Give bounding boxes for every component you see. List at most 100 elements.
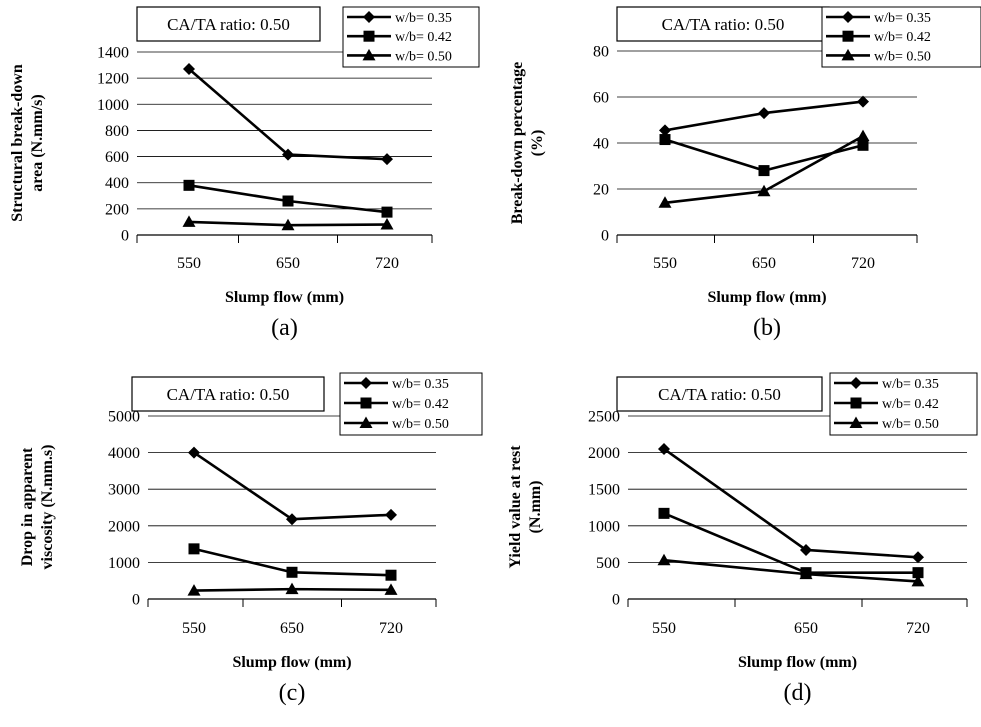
legend-label-1: w/b= 0.42 (882, 397, 939, 412)
x-tick-label: 550 (653, 255, 677, 272)
legend-marker-2 (849, 416, 863, 428)
annotation-text: CA/TA ratio: 0.50 (167, 15, 290, 34)
data-point-0-0 (659, 124, 671, 137)
annotation-text: CA/TA ratio: 0.50 (662, 15, 785, 34)
legend-label-1: w/b= 0.42 (874, 30, 931, 45)
data-point-2-2 (380, 218, 394, 230)
legend-marker-1 (842, 30, 854, 42)
y-tick-label: 5000 (108, 409, 140, 426)
y-tick-label: 0 (121, 228, 129, 245)
data-point-0-1 (282, 148, 294, 161)
legend-label-2: w/b= 0.50 (395, 49, 452, 64)
y-tick-label: 800 (105, 123, 129, 140)
legend-marker-1 (363, 30, 375, 42)
panel-label: (b) (753, 315, 781, 341)
y-axis-label-line: (%) (529, 130, 546, 157)
data-point-2-2 (856, 129, 870, 142)
legend-label-2: w/b= 0.50 (874, 49, 931, 64)
y-axis-label: Drop in apparent viscosity (N.mm.s) (19, 445, 56, 570)
data-point-0-2 (857, 95, 869, 108)
data-point-1-2 (912, 567, 924, 579)
y-tick-label: 2500 (588, 409, 620, 426)
y-tick-label: 1000 (97, 97, 129, 114)
x-tick-label: 720 (379, 620, 403, 637)
series-line-0 (188, 68, 388, 161)
y-tick-label: 60 (593, 90, 609, 107)
data-point-1-0 (658, 507, 670, 519)
x-axis-label: Slump flow (mm) (225, 289, 344, 306)
y-axis-label-line: Structural break-down (9, 64, 26, 222)
panel-c: 0 1000 2000 3000 4000 5000 550 650 720 Slump flow… (19, 372, 483, 706)
legend-label-0: w/b= 0.35 (392, 377, 449, 392)
y-tick-label: 1000 (588, 518, 620, 535)
panel-label: (a) (271, 315, 298, 341)
data-point-1-1 (286, 566, 298, 578)
legend: w/b= 0.35 w/b= 0.42 w/b= 0.50 (339, 372, 483, 436)
legend-label-1: w/b= 0.42 (392, 397, 449, 412)
x-axis-label: Slump flow (mm) (232, 654, 351, 671)
x-tick-label: 650 (752, 255, 776, 272)
y-axis-label-line: viscosity (N.mm.s) (39, 445, 56, 570)
series-line-2 (663, 558, 919, 583)
data-point-2-1 (757, 184, 771, 197)
data-point-0-0 (183, 62, 195, 75)
y-axis-label: Yield value at rest (N.mm) (507, 445, 544, 569)
annotation-text: CA/TA ratio: 0.50 (167, 385, 290, 404)
y-tick-label: 0 (612, 592, 620, 609)
legend: w/b= 0.35 w/b= 0.42 w/b= 0.50 (829, 372, 978, 436)
legend: w/b= 0.35 w/b= 0.42 w/b= 0.50 (342, 6, 480, 68)
y-tick-label: 1200 (97, 71, 129, 88)
data-point-0-0 (188, 446, 200, 459)
legend-label-0: w/b= 0.35 (882, 377, 939, 392)
data-point-0-2 (912, 551, 924, 564)
data-point-1-2 (385, 569, 397, 581)
y-tick-label: 400 (105, 175, 129, 192)
data-point-2-0 (657, 553, 671, 566)
data-point-0-1 (800, 543, 812, 556)
legend-marker-0 (850, 377, 862, 389)
y-axis-label-line: (N.mm) (527, 481, 544, 534)
x-tick-label: 650 (794, 620, 818, 637)
data-point-0-1 (758, 107, 770, 120)
series-line-0 (193, 451, 392, 521)
y-tick-label: 0 (601, 228, 609, 245)
x-tick-label: 720 (906, 620, 930, 637)
annotation-text: CA/TA ratio: 0.50 (658, 385, 781, 404)
data-point-0-0 (658, 442, 670, 455)
legend-marker-2 (359, 416, 373, 428)
legend: w/b= 0.35 w/b= 0.42 w/b= 0.50 (821, 6, 981, 68)
legend-marker-2 (841, 48, 855, 61)
y-tick-label: 600 (105, 149, 129, 166)
data-point-0-2 (385, 508, 397, 521)
data-point-2-2 (384, 583, 398, 595)
data-point-2-0 (182, 215, 196, 227)
legend-label-2: w/b= 0.50 (392, 417, 449, 432)
y-tick-label: 2000 (108, 518, 140, 535)
x-tick-label: 720 (375, 255, 399, 272)
y-tick-label: 500 (596, 555, 620, 572)
panel-b: 0 20 40 60 80 550 650 720 Slump flow (mm) Break-d… (509, 6, 981, 341)
x-tick-label: 650 (276, 255, 300, 272)
data-point-2-1 (285, 582, 299, 595)
data-point-1-1 (758, 165, 770, 177)
annotation-box (616, 6, 830, 42)
data-point-2-0 (187, 584, 201, 596)
legend-label-0: w/b= 0.35 (874, 11, 931, 26)
legend-label-2: w/b= 0.50 (882, 417, 939, 432)
x-axis-label: Slump flow (mm) (707, 289, 826, 306)
x-axis-label: Slump flow (mm) (738, 654, 857, 671)
series-line-0 (663, 447, 919, 559)
data-point-1-2 (381, 206, 393, 218)
x-tick-label: 550 (652, 620, 676, 637)
data-point-1-0 (183, 179, 195, 191)
y-tick-label: 3000 (108, 482, 140, 499)
x-tick-label: 550 (182, 620, 206, 637)
data-point-2-2 (911, 574, 925, 587)
y-axis-label-line: Yield value at rest (507, 445, 524, 569)
data-point-2-1 (281, 218, 295, 231)
y-tick-label: 80 (593, 44, 609, 61)
legend-marker-1 (360, 397, 372, 409)
x-tick-label: 650 (280, 620, 304, 637)
y-tick-label: 40 (593, 136, 609, 153)
